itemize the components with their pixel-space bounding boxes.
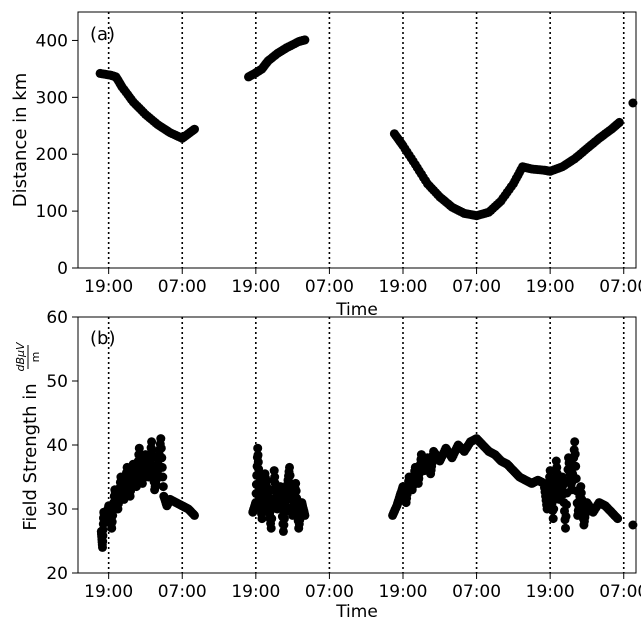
panel-b-point — [561, 512, 571, 521]
panel-b-point — [291, 478, 301, 488]
panel-b-point — [280, 507, 290, 517]
panel-b-xtick-label: 07:00 — [599, 582, 641, 602]
panel-a-point — [300, 35, 310, 45]
panel-a-xtick-label: 19:00 — [378, 277, 427, 297]
panel-b-xlabel: Time — [335, 602, 378, 621]
panel-b-ylabel-unit-denominator: m — [29, 352, 42, 363]
panel-b-point — [548, 514, 558, 524]
panel-b-point — [278, 526, 288, 536]
panel-a-xtick-label: 19:00 — [231, 277, 280, 297]
panel-b-y-axis: 20 30 40 50 60 — [46, 308, 78, 584]
panel-b-point — [253, 443, 263, 453]
panel-b-point — [267, 514, 277, 524]
panel-b-point — [570, 449, 580, 459]
panel-a-x-axis: 19:00 07:00 19:00 07:00 19:00 07:00 19:00 07:00 — [84, 268, 641, 297]
panel-b-point — [158, 482, 168, 492]
panel-a-xtick-label: 19:00 — [526, 277, 575, 297]
panel-a-point — [190, 124, 199, 134]
panel-b-ytick-label: 60 — [46, 308, 68, 328]
panel-b-point — [190, 510, 199, 520]
panel-b-point — [266, 523, 276, 533]
panel-a-ytick-label: 100 — [36, 202, 68, 222]
panel-b-xtick-label: 19:00 — [378, 582, 427, 602]
panel-b-xtick-label: 19:00 — [84, 582, 133, 602]
panel-b-xtick-label: 19:00 — [526, 582, 575, 602]
panel-b-data — [96, 434, 638, 552]
panel-b-point — [107, 517, 117, 527]
panel-b-point — [285, 462, 294, 472]
panel-a-xtick-label: 07:00 — [452, 277, 501, 297]
panel-a-xtick-label: 07:00 — [305, 277, 354, 297]
panel-b-point — [291, 486, 301, 496]
panel-a-ytick-label: 300 — [36, 88, 68, 108]
panel-b-point — [147, 445, 157, 455]
panel-b-point — [257, 514, 267, 524]
panel-a-point — [628, 98, 638, 108]
panel-b-point — [269, 466, 279, 476]
panel-a-xtick-label: 07:00 — [599, 277, 641, 297]
panel-b-point — [628, 520, 638, 530]
panel-b-point — [562, 500, 571, 510]
panel-b-point — [157, 462, 167, 472]
panel-b-point — [570, 437, 580, 447]
panel-a: 0 100 200 300 400 19:00 07:00 19:00 07:00 19:00 0… — [10, 11, 641, 320]
panel-b-xtick-label: 19:00 — [231, 582, 280, 602]
panel-b-point — [254, 464, 264, 474]
panel-b-ylabel-group: Field Strength in dBµV m — [14, 341, 42, 531]
panel-b-point — [253, 457, 263, 467]
panel-b-point — [279, 520, 289, 530]
panel-b-xtick-label: 07:00 — [305, 582, 354, 602]
panel-b-point — [613, 514, 623, 524]
panel-a-y-axis: 0 100 200 300 400 — [36, 31, 78, 279]
panel-b-ytick-label: 40 — [46, 436, 68, 456]
panel-a-ytick-label: 400 — [36, 31, 68, 51]
panel-b-point — [552, 462, 562, 472]
panel-b-point — [551, 456, 561, 466]
panel-b-point — [107, 523, 117, 533]
panel-a-label: (a) — [90, 24, 115, 45]
panel-b-point — [156, 443, 166, 453]
panel-b-point — [571, 461, 581, 471]
panel-a-data — [95, 35, 638, 221]
panel-b-ytick-label: 20 — [46, 564, 68, 584]
panel-b-point — [147, 437, 157, 447]
panel-b-point — [300, 510, 310, 520]
panel-a-ylabel: Distance in km — [10, 73, 31, 208]
panel-b: 20 30 40 50 60 19:00 07:00 19:00 07:00 19:00 07:0… — [14, 308, 641, 621]
panel-b-ytick-label: 50 — [46, 372, 68, 392]
panel-b-x-axis: 19:00 07:00 19:00 07:00 19:00 07:00 19:00 07:00 — [84, 573, 641, 602]
panel-a-xlabel: Time — [335, 300, 378, 320]
panel-b-point — [158, 472, 168, 482]
panel-b-point — [571, 474, 581, 484]
panel-b-label: (b) — [90, 328, 115, 349]
panel-a-frame — [77, 11, 637, 269]
panel-a-ytick-label: 200 — [36, 145, 68, 165]
panel-b-xtick-label: 07:00 — [452, 582, 501, 602]
panel-b-ytick-label: 30 — [46, 500, 68, 520]
panel-b-point — [285, 470, 295, 480]
panel-a-point — [614, 117, 624, 127]
panel-b-point — [576, 488, 586, 498]
panel-b-xtick-label: 07:00 — [158, 582, 207, 602]
panel-a-ytick-label: 0 — [57, 259, 68, 279]
panel-b-point — [576, 482, 586, 492]
panel-b-vertical-lines — [107, 317, 625, 573]
panel-b-point — [270, 472, 280, 482]
panel-b-point — [157, 453, 167, 463]
panel-b-point — [156, 434, 166, 444]
panel-a-xtick-label: 07:00 — [158, 277, 207, 297]
panel-b-ylabel-unit-numerator: dBµV — [14, 341, 27, 372]
panel-a-xtick-label: 19:00 — [84, 277, 133, 297]
panel-b-point — [561, 523, 570, 533]
panel-b-point — [549, 504, 559, 514]
panel-b-ylabel: Field Strength in — [20, 383, 41, 530]
